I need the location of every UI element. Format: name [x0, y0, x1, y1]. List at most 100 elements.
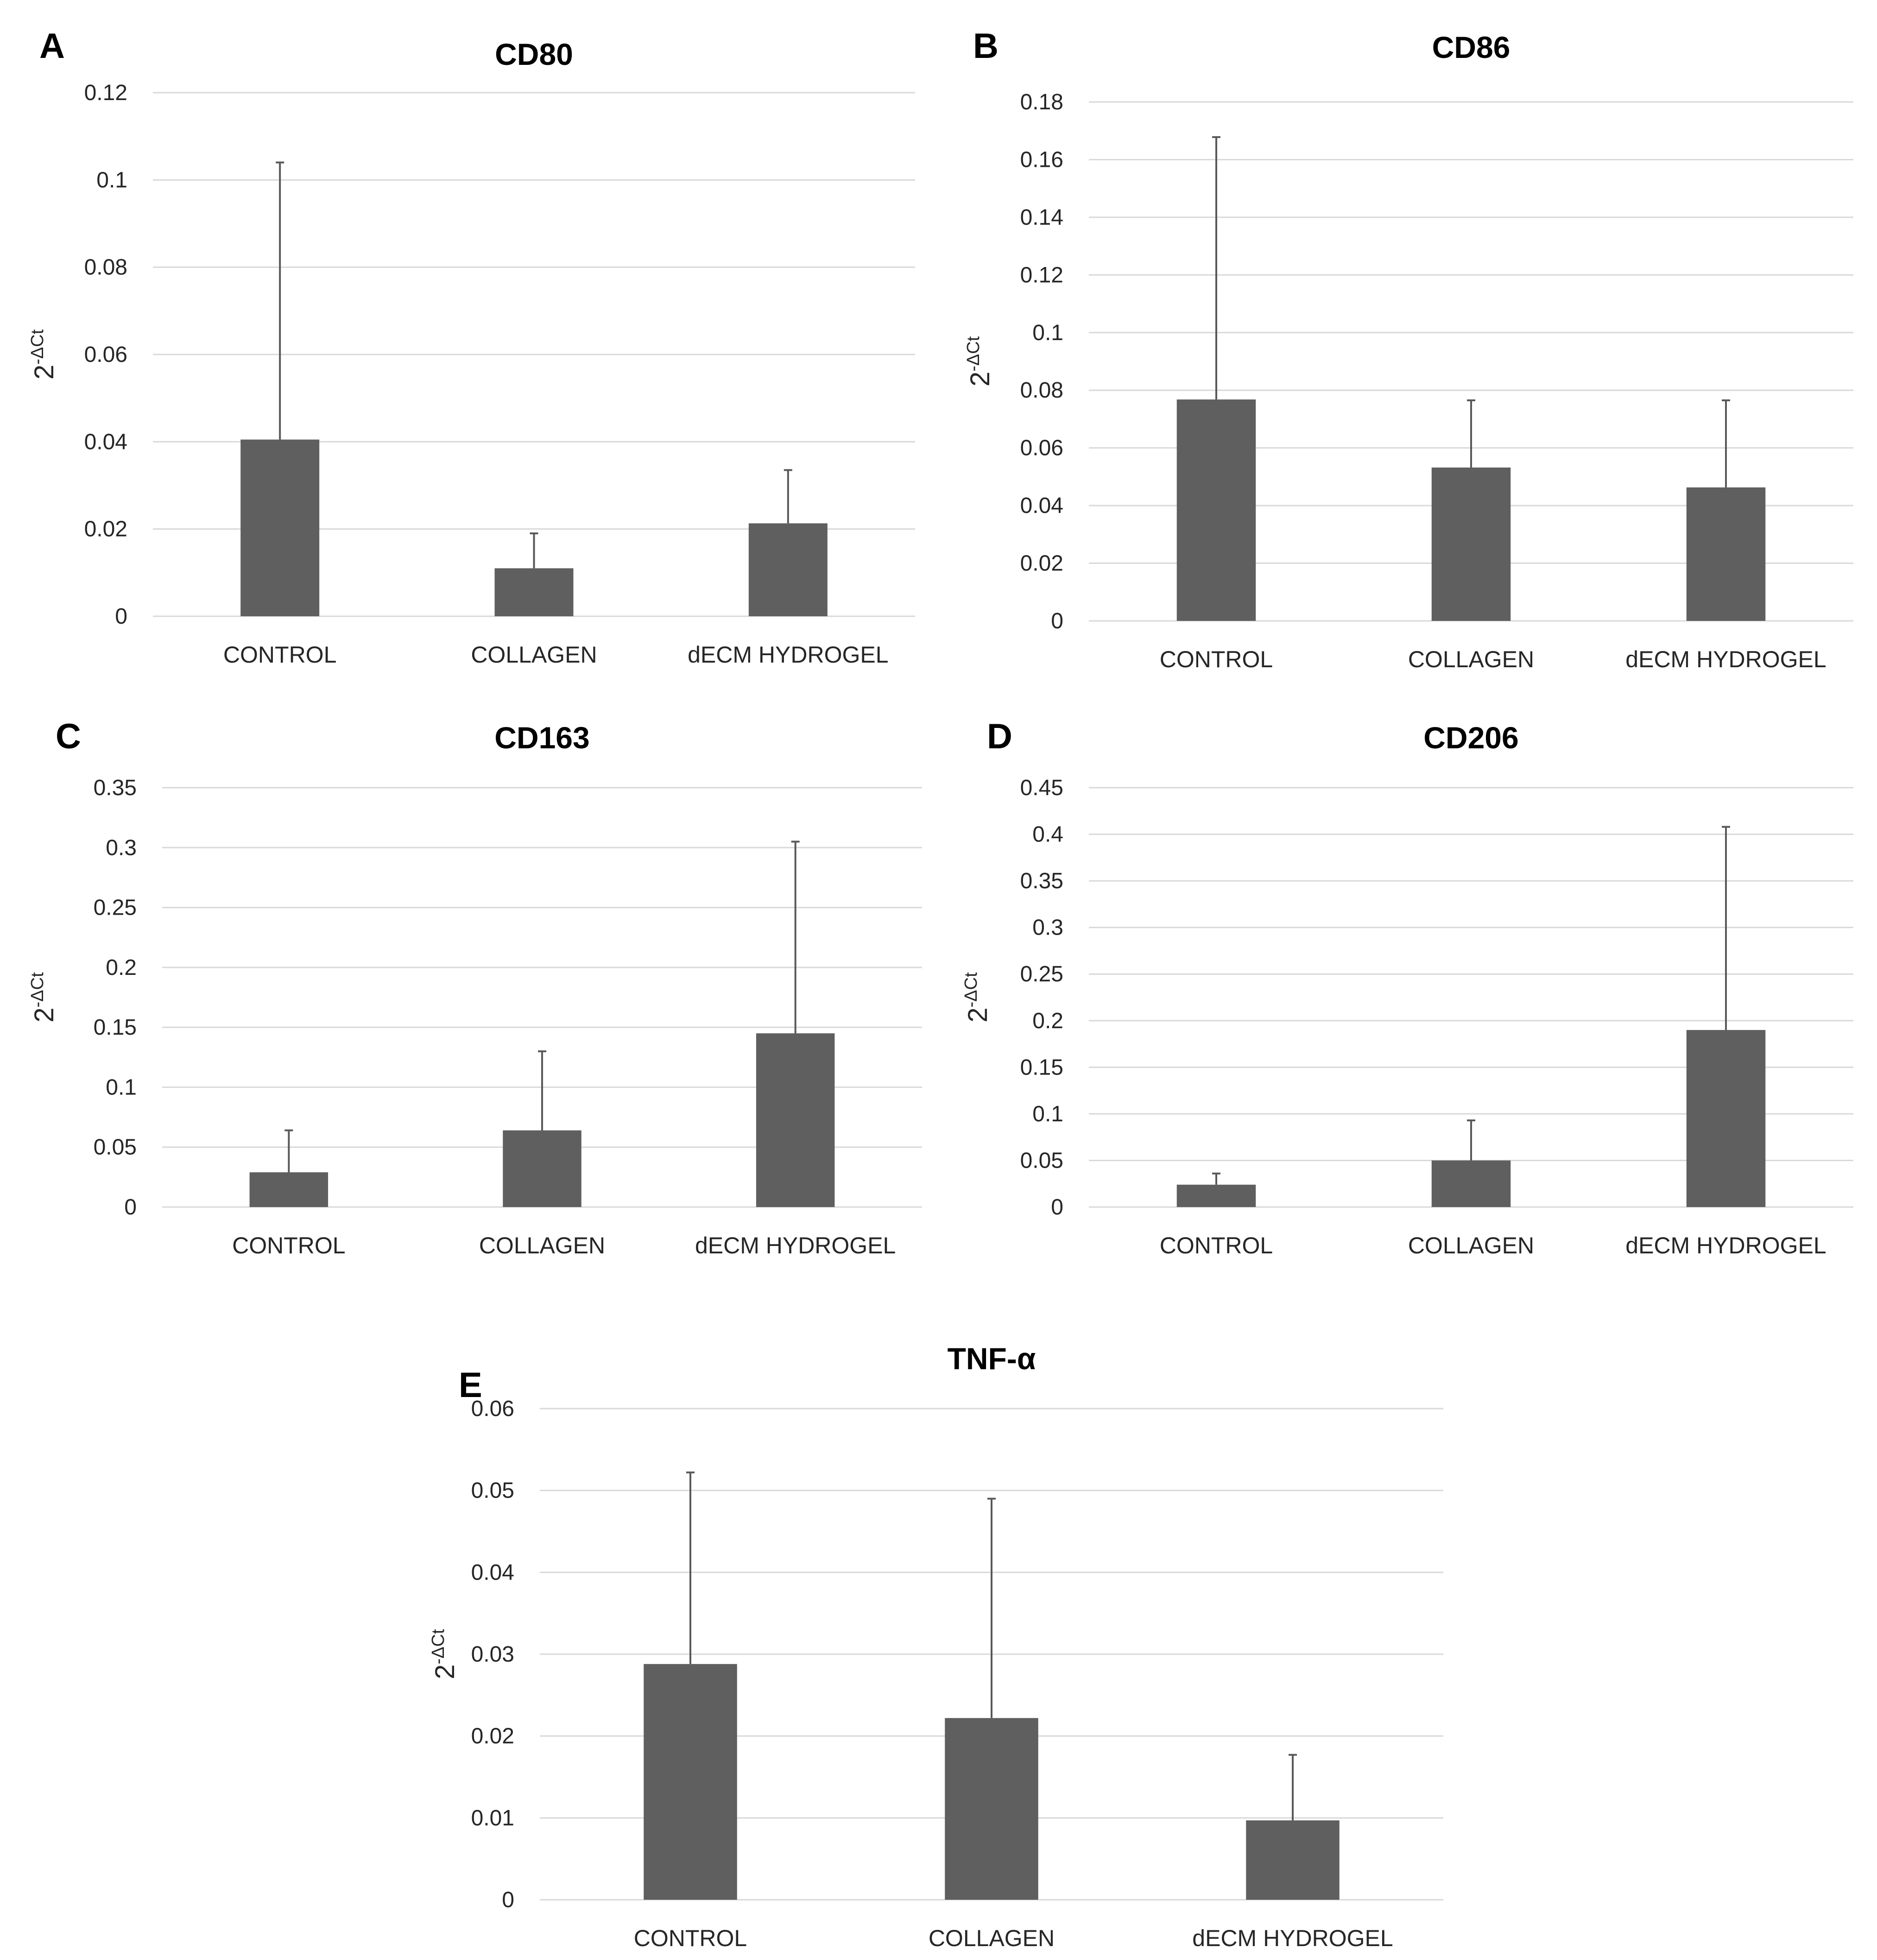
x-tick-label: CONTROL	[1160, 1233, 1273, 1258]
chart-title: CD80	[495, 37, 573, 71]
bar	[240, 439, 320, 616]
y-tick-label: 0.04	[84, 430, 127, 454]
panel-letter: A	[39, 26, 65, 66]
y-tick-label: 0	[502, 1888, 514, 1912]
y-tick-label: 0.18	[1020, 90, 1063, 114]
y-tick-label: 0.1	[1032, 321, 1063, 345]
y-axis-label: 2-ΔCt	[28, 329, 59, 379]
bar	[1176, 1184, 1256, 1207]
y-tick-label: 0.01	[471, 1806, 514, 1830]
y-axis-label-exponent: -ΔCt	[429, 1629, 448, 1664]
panel-letter: E	[459, 1366, 482, 1405]
y-axis-label-base: 2	[963, 1007, 993, 1022]
y-tick-label: 0.4	[1032, 822, 1063, 847]
panel-a: A CD80 0 0.02 0.04 0.06 0.08 0.1 0.12 2-ΔCt CONTRO…	[28, 26, 915, 668]
bar	[249, 1172, 329, 1207]
panel-d: D CD206 0 0.05 0.1 0.15 0.2 0.25 0.3 0.35 0.4 0.45 2…	[961, 717, 1853, 1258]
panel-letter: D	[987, 717, 1012, 756]
panel-e: E TNF-α 0 0.01 0.02 0.03 0.04 0.05 0.06 2-ΔCt CONT…	[429, 1341, 1443, 1951]
bar	[1176, 399, 1256, 621]
bar	[494, 568, 574, 616]
y-tick-label: 0.35	[1020, 869, 1063, 893]
y-axis-label: 2-ΔCt	[429, 1629, 460, 1679]
y-tick-label: 0.15	[1020, 1055, 1063, 1080]
x-tick-label: dECM HYDROGEL	[1625, 1233, 1826, 1258]
y-tick-label: 0.05	[471, 1479, 514, 1503]
y-tick-label: 0.1	[106, 1075, 137, 1100]
x-tick-label: CONTROL	[232, 1233, 345, 1258]
y-axis-label-exponent: -ΔCt	[28, 329, 47, 364]
y-tick-label: 0.3	[106, 835, 137, 860]
y-tick-label: 0.06	[1020, 436, 1063, 461]
y-tick-label: 0.03	[471, 1642, 514, 1667]
bar	[1431, 467, 1511, 621]
y-axis-label-base: 2	[29, 1007, 59, 1022]
y-tick-label: 0.2	[1032, 1009, 1063, 1033]
y-tick-label: 0.08	[84, 255, 127, 280]
panel-letter: B	[973, 26, 999, 66]
y-tick-label: 0.08	[1020, 378, 1063, 403]
y-tick-label: 0.02	[84, 517, 127, 542]
x-tick-label: COLLAGEN	[1408, 646, 1534, 672]
y-tick-label: 0.45	[1020, 776, 1063, 800]
x-tick-label: dECM HYDROGEL	[695, 1233, 896, 1258]
x-tick-label: dECM HYDROGEL	[1192, 1925, 1393, 1951]
y-tick-label: 0.16	[1020, 147, 1063, 172]
y-axis-label-base: 2	[430, 1664, 460, 1679]
bar	[748, 523, 828, 616]
y-axis-label-base: 2	[29, 365, 59, 379]
x-tick-label: COLLAGEN	[929, 1925, 1055, 1951]
y-tick-label: 0.3	[1032, 916, 1063, 940]
y-axis-label: 2-ΔCt	[964, 336, 995, 386]
x-tick-label: COLLAGEN	[471, 642, 597, 668]
y-tick-label: 0	[115, 604, 127, 629]
y-tick-label: 0.15	[94, 1015, 137, 1040]
bar	[644, 1664, 737, 1900]
x-tick-label: CONTROL	[634, 1925, 747, 1951]
x-tick-label: dECM HYDROGEL	[688, 642, 888, 668]
x-tick-label: CONTROL	[223, 642, 336, 668]
panel-b: B CD86 0 0.02 0.04 0.06 0.08 0.1 0.12 0.14 0.16 0.1…	[964, 26, 1853, 672]
bar	[503, 1130, 581, 1207]
y-tick-label: 0.14	[1020, 205, 1063, 230]
bar	[945, 1718, 1038, 1900]
bar	[1686, 487, 1766, 621]
chart-title: TNF-α	[948, 1341, 1036, 1376]
y-tick-label: 0.04	[1020, 493, 1063, 518]
y-tick-label: 0	[124, 1195, 137, 1220]
y-tick-label: 0.35	[94, 776, 137, 800]
bar	[1246, 1820, 1340, 1900]
y-axis-label-exponent: -ΔCt	[28, 972, 47, 1007]
y-tick-label: 0.05	[94, 1135, 137, 1160]
y-tick-label: 0.12	[84, 81, 127, 105]
bar	[756, 1033, 835, 1207]
chart-title: CD86	[1432, 30, 1510, 64]
y-tick-label: 0.2	[106, 955, 137, 980]
bar	[1686, 1030, 1766, 1207]
y-tick-label: 0.06	[84, 342, 127, 367]
panel-c: C CD163 0 0.05 0.1 0.15 0.2 0.25 0.3 0.35 2-ΔCt CON…	[28, 717, 922, 1258]
chart-title: CD163	[494, 721, 589, 755]
chart-title: CD206	[1423, 721, 1518, 755]
y-axis-label-exponent: -ΔCt	[961, 972, 981, 1007]
y-tick-label: 0	[1051, 1195, 1063, 1220]
y-axis-label: 2-ΔCt	[28, 972, 59, 1023]
y-tick-label: 0.25	[1020, 962, 1063, 986]
y-axis-label-base: 2	[965, 372, 995, 386]
x-tick-label: dECM HYDROGEL	[1625, 646, 1826, 672]
y-tick-label: 0.12	[1020, 263, 1063, 287]
x-tick-label: CONTROL	[1160, 646, 1273, 672]
y-tick-label: 0.05	[1020, 1148, 1063, 1173]
y-tick-label: 0	[1051, 609, 1063, 633]
x-tick-label: COLLAGEN	[479, 1233, 605, 1258]
y-tick-label: 0.04	[471, 1560, 514, 1585]
y-tick-label: 0.02	[471, 1724, 514, 1749]
y-axis-label: 2-ΔCt	[961, 972, 993, 1023]
y-tick-label: 0.1	[1032, 1102, 1063, 1126]
y-axis-label-exponent: -ΔCt	[964, 336, 983, 371]
bar	[1431, 1160, 1511, 1207]
y-tick-label: 0.1	[96, 168, 127, 192]
panel-letter: C	[56, 717, 81, 756]
y-tick-label: 0.06	[471, 1397, 514, 1421]
